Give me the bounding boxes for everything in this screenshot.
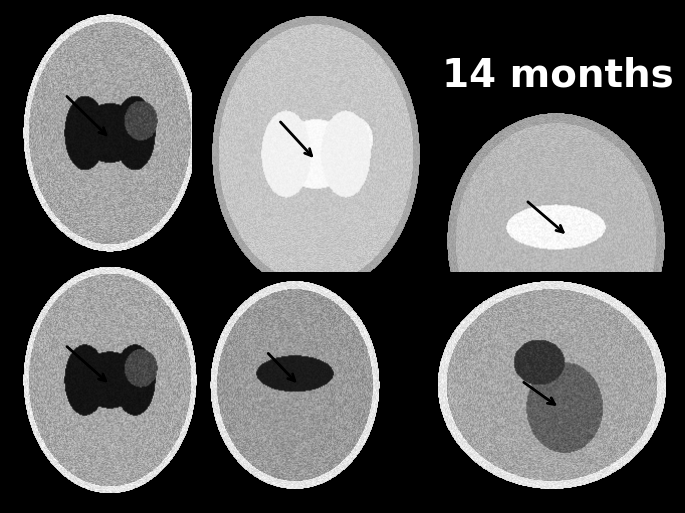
Text: 14 months F/U: 14 months F/U <box>442 56 685 94</box>
